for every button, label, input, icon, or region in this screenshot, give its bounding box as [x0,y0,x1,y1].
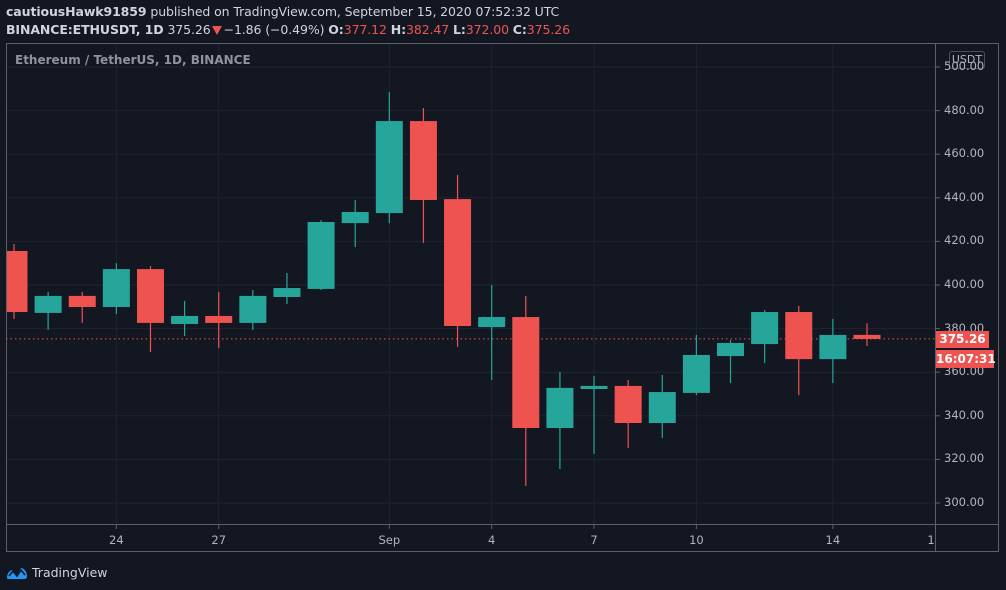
candle[interactable] [341,211,369,224]
time-axis-label: 27 [211,533,227,547]
price-axis-label: 320.00 [944,451,985,466]
high-label: H: [390,22,406,37]
candle[interactable] [546,387,574,429]
candle[interactable] [273,288,301,297]
candle[interactable] [614,385,642,423]
candle[interactable] [375,121,403,214]
brand-text: TradingView [32,564,108,580]
candle[interactable] [1,250,28,313]
candle[interactable] [307,221,335,289]
time-axis-label: 24 [109,533,124,547]
candle[interactable] [68,295,96,308]
last-price: 375.26 [167,22,211,37]
published-text: published on TradingView.com, September … [150,4,560,19]
price-axis-label: 420.00 [944,233,985,248]
time-axis-label: Sep [378,533,401,547]
price-axis-label: 440.00 [944,189,985,204]
candle[interactable] [580,385,608,389]
candle[interactable] [512,317,540,429]
candle[interactable] [648,392,676,423]
price-axis-label: 300.00 [944,495,985,509]
publisher-name[interactable]: cautiousHawk91859 [6,4,147,19]
candle[interactable] [785,312,813,360]
open-value: 377.12 [343,22,387,37]
price-axis-label: 500.00 [944,59,985,73]
time-axis-label: 4 [488,533,496,547]
price-axis-label: 400.00 [944,277,985,291]
price-axis-label: 480.00 [944,102,985,117]
price-change: −1.86 (−0.49%) [223,22,325,37]
candle[interactable] [102,269,130,308]
candle[interactable] [478,317,506,328]
candle[interactable] [682,354,710,393]
tradingview-logo-icon [7,568,27,579]
currency-badge[interactable]: USDT [949,51,985,69]
candle[interactable] [751,312,779,345]
chart-legend-title: Ethereum / TetherUS, 1D, BINANCE [15,53,251,67]
candle[interactable] [853,334,881,339]
candle[interactable] [819,334,847,360]
candle[interactable] [171,315,199,325]
current-price-tag: 375.26 [936,331,989,348]
candle[interactable] [409,121,437,200]
candle[interactable] [205,315,233,323]
bar-countdown-tag: 16:07:31 [936,350,996,368]
candle[interactable] [136,269,164,323]
down-triangle-icon [211,26,222,35]
low-label: L: [453,22,466,37]
time-axis-label: 14 [825,533,841,547]
time-axis-label: 1 [927,533,935,547]
tradingview-logo[interactable]: TradingView [6,563,108,581]
close-value: 375.26 [526,22,570,37]
low-value: 372.00 [465,22,509,37]
symbol-label: BINANCE:ETHUSDT, 1D [6,22,164,37]
candle[interactable] [34,295,62,313]
publish-info: cautiousHawk91859 published on TradingVi… [6,4,559,19]
candle[interactable] [239,295,267,323]
candle[interactable] [717,342,745,357]
close-label: C: [512,22,527,37]
time-axis-label: 10 [689,533,704,547]
candle[interactable] [444,199,472,326]
open-label: O: [328,22,344,37]
price-axis-label: 340.00 [944,407,985,422]
price-axis-label: 460.00 [944,146,985,161]
time-axis-label: 7 [590,533,598,547]
symbol-info: BINANCE:ETHUSDT, 1D 375.26 −1.86 (−0.49%)… [6,22,570,37]
high-value: 382.47 [406,22,450,37]
